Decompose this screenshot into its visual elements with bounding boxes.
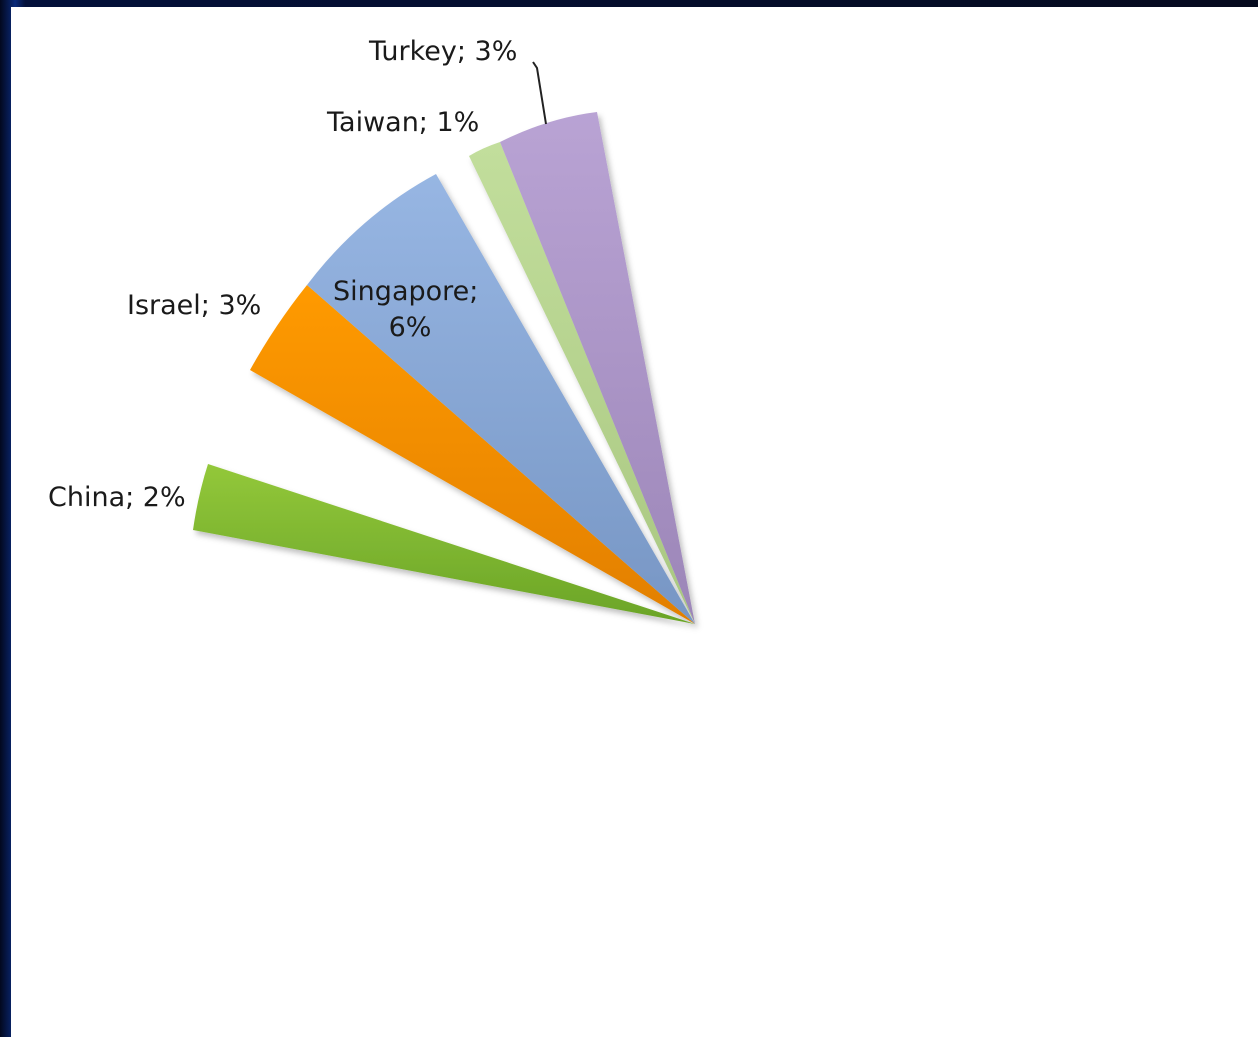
label-turkey: Turkey; 3% bbox=[368, 36, 517, 67]
label-taiwan: Taiwan; 1% bbox=[326, 107, 479, 138]
pie-slice-israel bbox=[250, 285, 695, 624]
pie-slice-turkey bbox=[500, 112, 695, 624]
label-singapore-line2: 6% bbox=[389, 312, 432, 343]
pie-slice-china bbox=[193, 464, 695, 624]
pie-slice-taiwan bbox=[469, 142, 695, 624]
leader-line-turkey bbox=[532, 61, 547, 125]
label-singapore-line1: Singapore; bbox=[333, 276, 478, 307]
label-china: China; 2% bbox=[48, 482, 186, 513]
pie-slice-singapore bbox=[307, 174, 695, 624]
label-singapore: Singapore; 6% bbox=[333, 276, 487, 343]
label-israel: Israel; 3% bbox=[127, 290, 261, 321]
